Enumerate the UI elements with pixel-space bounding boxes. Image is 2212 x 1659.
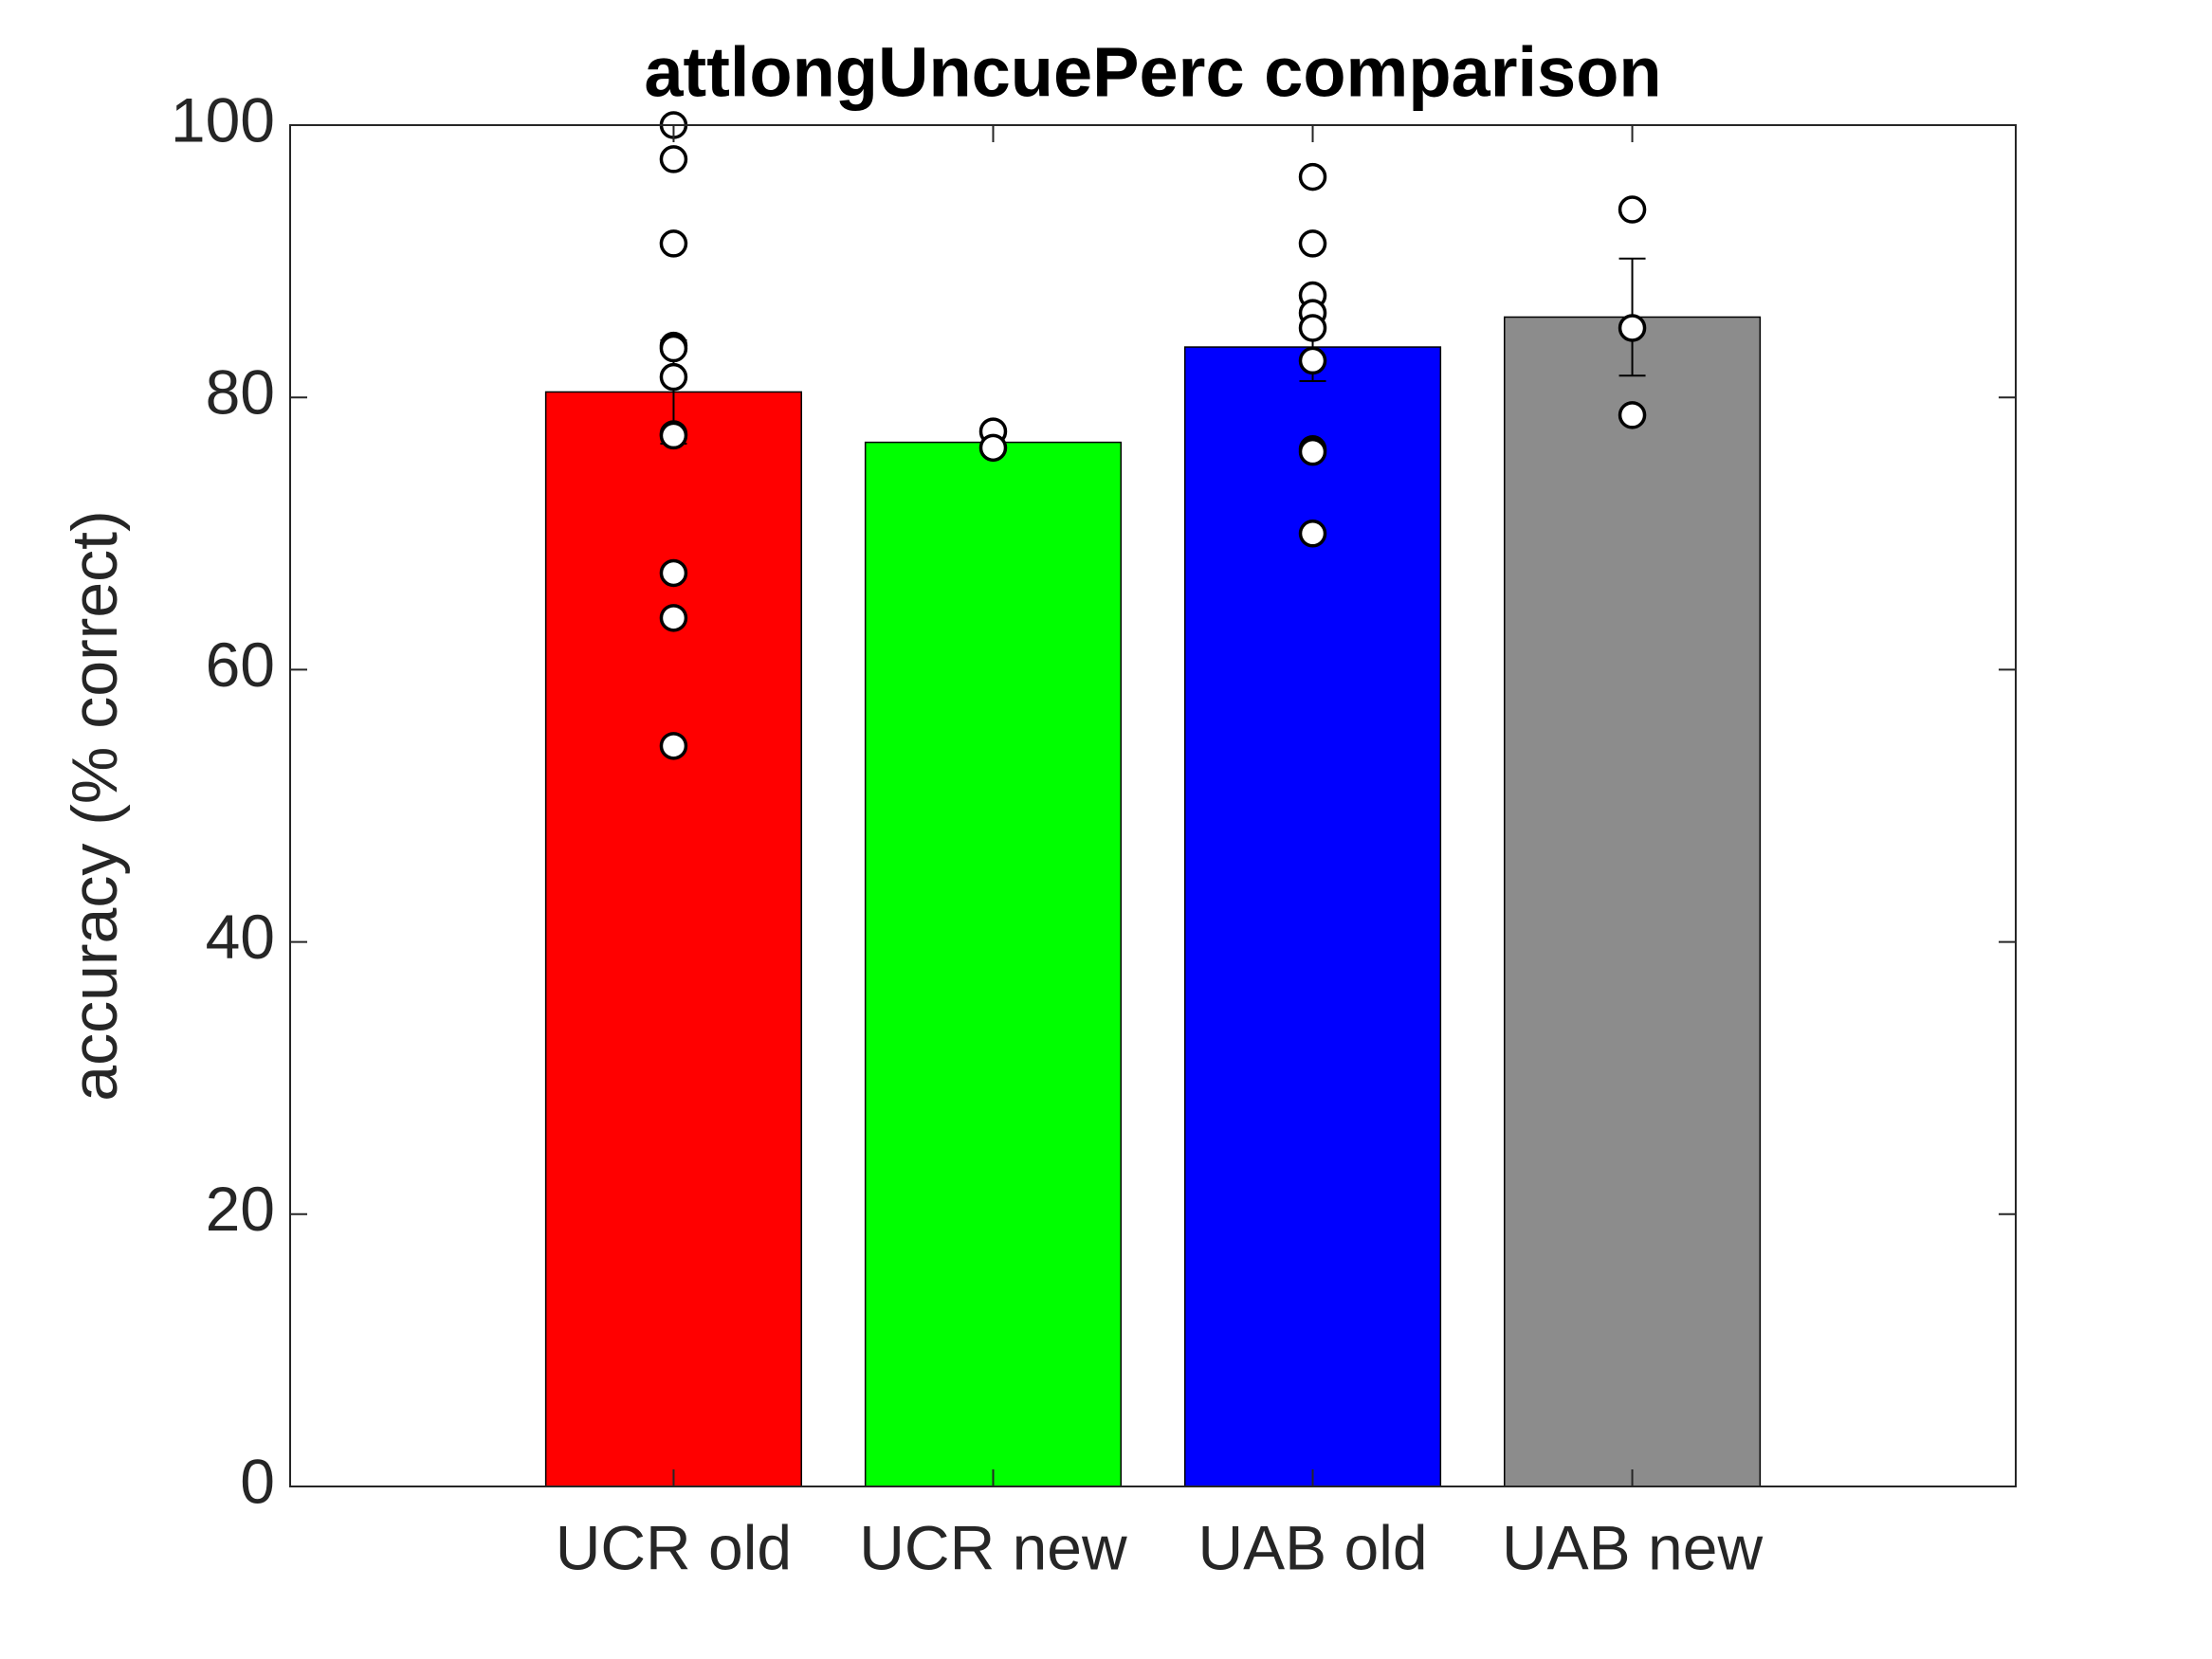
x-tick-label: UCR new: [859, 1512, 1127, 1582]
y-tick-label: 0: [240, 1446, 275, 1516]
data-point: [1618, 401, 1647, 429]
y-tick-label: 100: [171, 84, 275, 155]
data-point: [659, 145, 688, 173]
x-tick-label: UAB old: [1197, 1512, 1427, 1582]
bar: [544, 391, 803, 1487]
bar: [1183, 346, 1442, 1487]
x-tick-label: UAB new: [1502, 1512, 1763, 1582]
data-point: [978, 433, 1008, 463]
data-point: [1298, 229, 1327, 258]
bar: [1503, 316, 1762, 1487]
y-tick-label: 40: [206, 902, 275, 972]
data-point: [659, 604, 688, 632]
data-point: [1298, 437, 1327, 466]
data-point: [1618, 314, 1647, 342]
y-tick-label: 80: [206, 357, 275, 428]
y-tick-label: 20: [206, 1174, 275, 1244]
chart-title: attlongUncuePerc comparison: [644, 33, 1661, 112]
data-point: [1298, 162, 1327, 191]
data-point: [659, 229, 688, 258]
data-point: [1298, 314, 1327, 342]
data-point: [659, 558, 688, 588]
data-point: [659, 421, 688, 450]
data-point: [659, 334, 688, 363]
data-point: [1298, 346, 1327, 375]
data-point: [1298, 520, 1327, 548]
y-tick-label: 60: [206, 629, 275, 700]
bar: [864, 441, 1123, 1487]
data-point: [1618, 195, 1647, 224]
axes-box: [289, 124, 2017, 1487]
x-tick-label: UCR old: [556, 1512, 792, 1582]
y-axis-label: accuracy (% correct): [59, 510, 131, 1101]
data-point: [659, 362, 688, 392]
data-point: [659, 732, 688, 760]
